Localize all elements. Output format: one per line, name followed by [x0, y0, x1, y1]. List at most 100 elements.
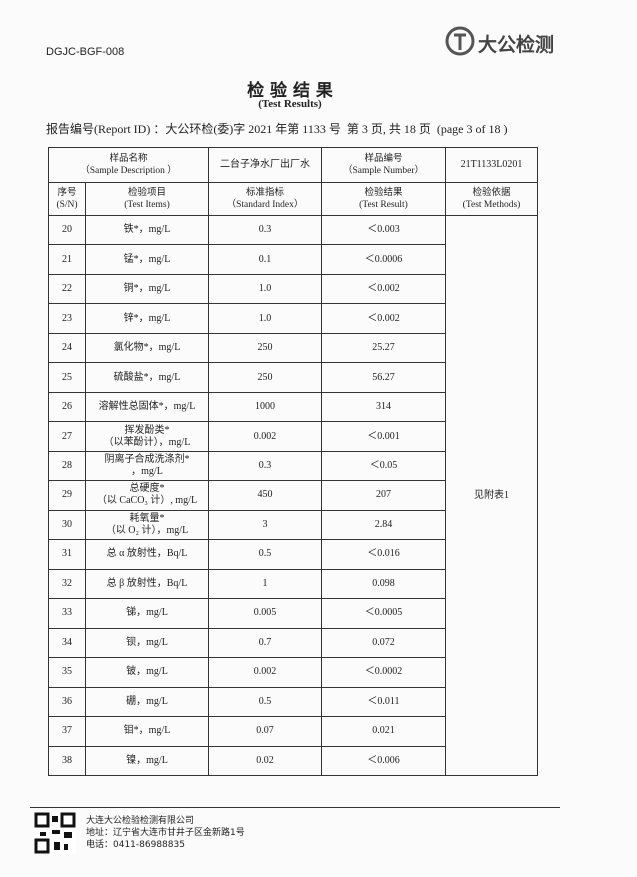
test-item-text: 铍，mg/L [126, 666, 168, 678]
sn-text: 34 [62, 636, 72, 648]
sn-text: 37 [62, 725, 72, 737]
logo-text: 大公检测 [478, 34, 555, 56]
test-item-text: （以 CaCO₃ 计）, mg/L [96, 495, 198, 507]
column-header-text: (Test Methods) [462, 200, 521, 210]
sn-text: 23 [62, 312, 72, 324]
sn-text: 24 [62, 342, 72, 354]
test-item: 铜*，mg/L [86, 274, 209, 305]
standard: 1.0 [209, 304, 322, 334]
standard-text: 0.3 [258, 224, 272, 236]
sn-text: 20 [62, 224, 72, 236]
result-text: 0.072 [372, 636, 395, 648]
test-item: 总 β 放射性，Bq/L [86, 569, 209, 600]
test-item-text: ，mg/L [131, 466, 163, 478]
standard-text: 3 [262, 518, 268, 530]
test-item-text: 钼*，mg/L [123, 725, 171, 737]
standard-text: 250 [257, 371, 273, 383]
column-header-text: 序号 [57, 188, 77, 198]
result-text: ＜0.002 [367, 312, 400, 324]
standard-text: 1000 [255, 401, 275, 413]
test-item-text: 氯化物*，mg/L [113, 342, 181, 354]
result: 2.84 [322, 510, 446, 541]
test-item: 总硬度* （以 CaCO₃ 计）, mg/L [86, 481, 209, 511]
sn-text: 30 [62, 518, 72, 530]
standard: 0.1 [209, 245, 322, 275]
standard-text: 0.5 [258, 548, 272, 560]
test-item-text: （以 O₂ 计），mg/L [105, 524, 189, 536]
results-table: 样品名称 （Sample Description ） 二台子净水厂出厂水 样品编号 （S… [48, 147, 538, 776]
test-item: 锑，mg/L [86, 599, 209, 629]
sn: 20 [49, 216, 86, 246]
number-value-text: 21T1133L0201 [460, 159, 523, 170]
sample-label-text: 样品名称 [109, 154, 148, 164]
test-item: 溶解性总固体*，mg/L [86, 392, 209, 423]
result-text: ＜0.0002 [364, 666, 403, 678]
column-header: 检验项目 (Test Items) [86, 183, 209, 216]
company: 大连大公检验检测有限公司 [86, 816, 195, 826]
column-header-text: 检验结果 [364, 188, 403, 198]
standard: 0.5 [209, 540, 322, 570]
sn-text: 29 [62, 489, 72, 501]
test-item-text: 镍，mg/L [126, 754, 168, 766]
sn: 33 [49, 599, 86, 629]
result: ＜0.0005 [322, 599, 446, 629]
column-header: 检验依据 (Test Methods) [446, 183, 538, 216]
sn-text: 33 [62, 607, 72, 619]
column-header: 序号 (S/N) [49, 183, 86, 216]
standard: 1.0 [209, 274, 322, 305]
sn-text: 35 [62, 666, 72, 678]
standard: 0.3 [209, 216, 322, 246]
test-item: 氯化物*，mg/L [86, 333, 209, 364]
standard-text: 250 [257, 342, 273, 354]
result: ＜0.0006 [322, 245, 446, 275]
standard-text: 0.5 [258, 695, 272, 707]
standard-text: 0.7 [258, 636, 272, 648]
column-header-text: (Test Result) [359, 200, 408, 210]
standard-text: 0.002 [253, 666, 277, 678]
test-item-text: 硼，mg/L [126, 695, 168, 707]
result-text: ＜0.006 [367, 754, 400, 766]
standard: 0.5 [209, 687, 322, 718]
column-header: 标准指标 （Standard Index） [209, 183, 322, 216]
test-item-text: 铁*，mg/L [123, 224, 171, 236]
test-item-text: 铜*，mg/L [123, 283, 171, 295]
test-item: 锌*，mg/L [86, 304, 209, 334]
sn: 23 [49, 304, 86, 334]
sn: 38 [49, 746, 86, 776]
test-item-text: 锌*，mg/L [123, 312, 171, 324]
standard-text: 0.1 [258, 253, 272, 265]
sn: 31 [49, 540, 86, 570]
column-header-text: （Standard Index） [226, 200, 304, 210]
standard: 450 [209, 481, 322, 511]
number-label-text: 样品编号 [364, 154, 403, 164]
number-label-text: （Sample Number） [342, 166, 424, 176]
column-header-text: 检验依据 [472, 188, 511, 198]
test-item-text: 锑，mg/L [126, 607, 168, 619]
result-text: ＜0.001 [367, 430, 400, 442]
test-item: 锰*，mg/L [86, 245, 209, 275]
footer: 大连大公检验检测有限公司 地址：辽宁省大连市甘井子区金新路1号 电话：0411-… [86, 815, 245, 851]
test-item: 镍，mg/L [86, 746, 209, 776]
result: ＜0.003 [322, 216, 446, 246]
result-text: 207 [376, 489, 391, 501]
standard-text: 1.0 [258, 283, 272, 295]
standard-text: 450 [257, 489, 273, 501]
subtitle: (Test Results) [258, 98, 322, 110]
result-text: 314 [376, 401, 391, 413]
result: ＜0.006 [322, 746, 446, 776]
sn: 29 [49, 481, 86, 511]
standard: 0.02 [209, 746, 322, 776]
sample-label-text: （Sample Description ） [80, 166, 177, 176]
sn-text: 38 [62, 754, 72, 766]
result: ＜0.011 [322, 687, 446, 718]
result: ＜0.0002 [322, 658, 446, 688]
logo-icon [445, 26, 475, 56]
result: ＜0.002 [322, 274, 446, 305]
result: ＜0.001 [322, 422, 446, 452]
test-item: 挥发酚类* （以苯酚计），mg/L [86, 422, 209, 452]
standard: 1000 [209, 392, 322, 423]
result: 207 [322, 481, 446, 511]
test-item-text: 硫酸盐*，mg/L [113, 371, 181, 383]
qr-code [34, 812, 76, 854]
test-item: 铁*，mg/L [86, 216, 209, 246]
